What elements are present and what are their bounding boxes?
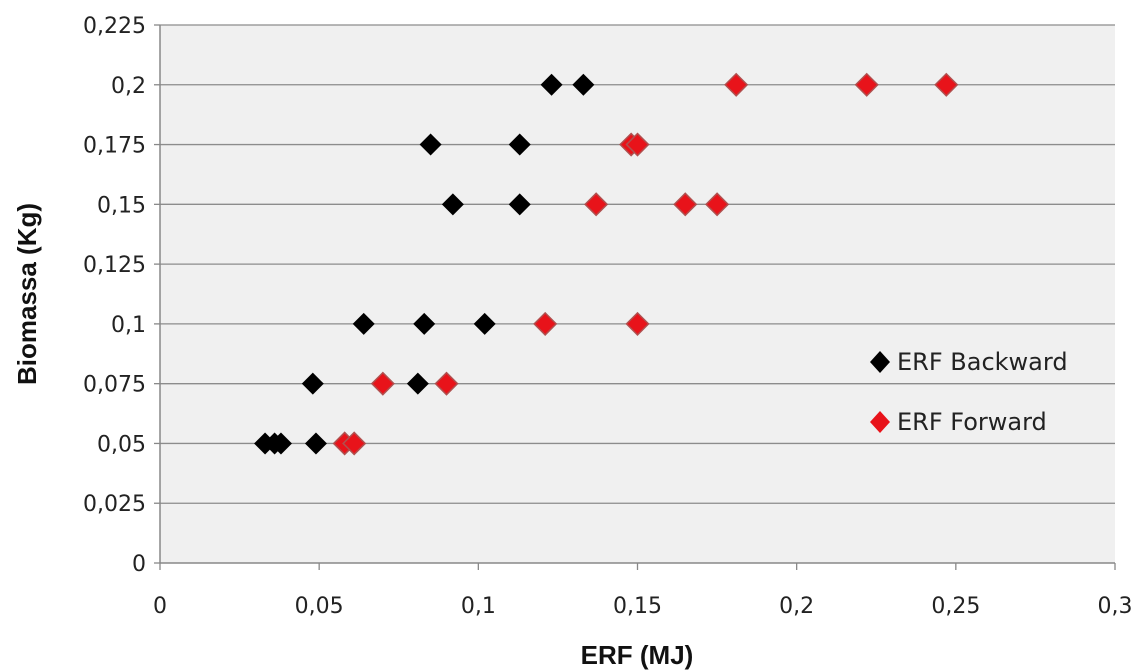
point-erf-backward-3 [304, 432, 327, 455]
plot-area [160, 25, 1115, 563]
y-tick-label-9: 0,225 [83, 14, 146, 39]
x-tick-label-1: 0,05 [295, 594, 344, 619]
point-erf-forward-8 [705, 192, 730, 217]
point-erf-backward-9 [441, 193, 464, 216]
point-erf-forward-3 [434, 371, 459, 396]
point-erf-forward-2 [370, 371, 395, 396]
y-tick-label-8: 0,2 [111, 74, 146, 99]
legend-item-erf-forward: ERF Forward [870, 408, 1047, 436]
y-tick-label-2: 0,05 [97, 432, 146, 457]
point-erf-forward-11 [724, 72, 749, 97]
point-erf-forward-6 [584, 192, 609, 217]
point-erf-forward-10 [625, 132, 650, 157]
point-erf-backward-2 [269, 432, 292, 455]
y-tick-label-5: 0,125 [83, 253, 146, 278]
legend-marker-erf-forward [870, 411, 890, 433]
legend-label-erf-backward: ERF Backward [897, 348, 1068, 376]
x-tick-label-2: 0,1 [461, 594, 496, 619]
x-tick-label-6: 0,3 [1098, 594, 1133, 619]
y-tick-label-7: 0,175 [83, 134, 146, 159]
point-erf-backward-13 [540, 73, 563, 96]
point-erf-backward-14 [572, 73, 595, 96]
x-tick-label-0: 0 [153, 594, 167, 619]
x-axis-title: ERF (MJ) [581, 640, 694, 670]
x-tick-label-3: 0,15 [613, 594, 662, 619]
point-erf-forward-4 [533, 311, 558, 336]
point-erf-backward-8 [473, 312, 496, 335]
point-erf-backward-10 [508, 193, 531, 216]
point-erf-backward-11 [419, 133, 442, 156]
y-tick-label-1: 0,025 [83, 492, 146, 517]
y-tick-label-0: 0 [132, 552, 146, 577]
data-points [254, 72, 959, 456]
legend-label-erf-forward: ERF Forward [897, 408, 1047, 436]
point-erf-backward-6 [352, 312, 375, 335]
point-erf-backward-12 [508, 133, 531, 156]
point-erf-forward-1 [342, 431, 367, 456]
point-erf-forward-12 [854, 72, 879, 97]
point-erf-forward-7 [673, 192, 698, 217]
point-erf-forward-5 [625, 311, 650, 336]
y-axis-title: Biomassa (Kg) [12, 203, 42, 385]
point-erf-backward-4 [301, 372, 324, 395]
point-erf-backward-5 [406, 372, 429, 395]
point-erf-backward-7 [413, 312, 436, 335]
legend-marker-erf-backward [870, 351, 890, 373]
y-tick-label-3: 0,075 [83, 373, 146, 398]
y-tick-label-6: 0,15 [97, 193, 146, 218]
y-axis-tick-labels: 0 0,025 0,05 0,075 0,1 0,125 0,15 0,175 0,2 0,225 [83, 14, 146, 577]
y-tick-label-4: 0,1 [111, 313, 146, 338]
legend: ERF Backward ERF Forward [870, 348, 1068, 436]
x-tick-label-4: 0,2 [779, 594, 814, 619]
legend-item-erf-backward: ERF Backward [870, 348, 1068, 376]
point-erf-forward-13 [934, 72, 959, 97]
x-axis-tick-labels: 0 0,05 0,1 0,15 0,2 0,25 0,3 [153, 594, 1133, 619]
x-tick-label-5: 0,25 [931, 594, 980, 619]
